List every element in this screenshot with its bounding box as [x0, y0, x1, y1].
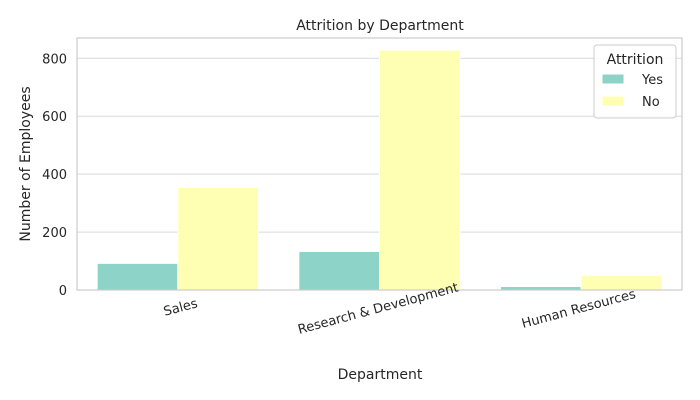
y-tick-label: 600: [42, 110, 67, 125]
y-tick-labels: 0 200 400 600 800: [42, 52, 67, 299]
y-tick-label: 0: [59, 284, 67, 299]
bar-no-0: [177, 186, 259, 291]
bar-yes-0: [96, 262, 179, 291]
bar-yes-1: [298, 250, 381, 291]
x-axis-label: Department: [338, 367, 423, 383]
bar-no-2: [580, 274, 663, 291]
legend-label-yes: Yes: [641, 73, 663, 88]
y-axis-label: Number of Employees: [18, 86, 34, 241]
legend: Attrition Yes No: [593, 44, 677, 119]
bar-no-1: [379, 49, 461, 291]
y-tick-label: 400: [42, 168, 67, 183]
legend-swatch-no: [601, 95, 625, 107]
plot-frame: [76, 37, 683, 291]
bars: [96, 49, 663, 291]
chart-title: Attrition by Department: [296, 18, 464, 34]
x-tick-label: Sales: [162, 296, 200, 320]
y-tick-label: 800: [42, 52, 67, 67]
x-tick-label: Human Resources: [520, 287, 638, 332]
legend-label-no: No: [642, 95, 660, 110]
legend-title: Attrition: [607, 52, 664, 68]
legend-items: Yes No: [601, 73, 663, 110]
legend-swatch-yes: [601, 73, 625, 85]
y-tick-label: 200: [42, 226, 67, 241]
